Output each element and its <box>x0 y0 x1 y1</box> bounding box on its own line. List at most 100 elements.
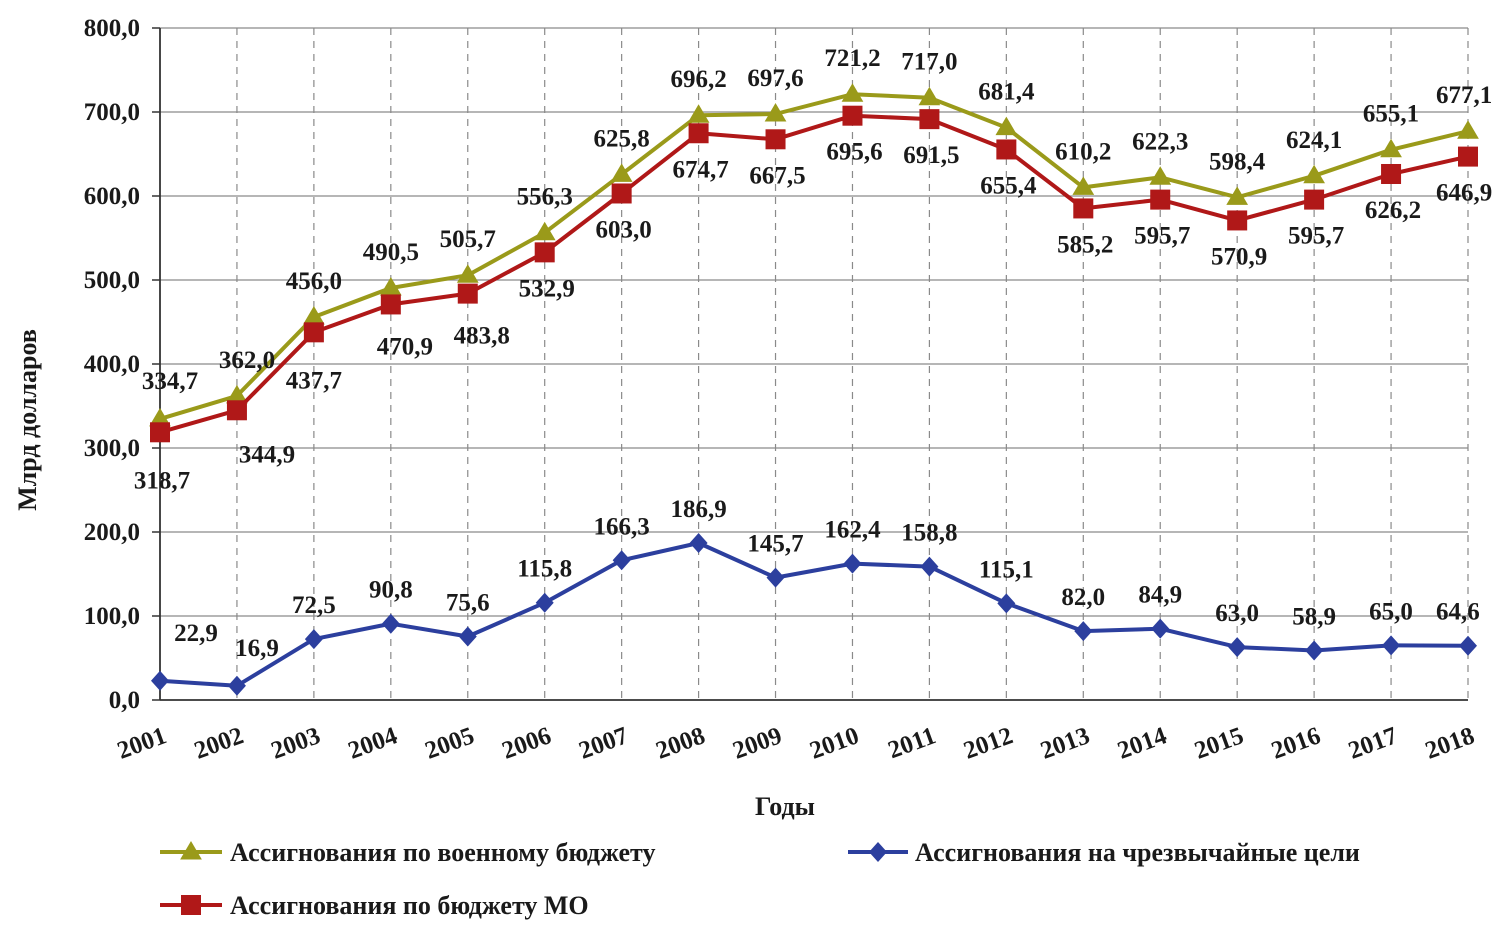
data-point-emergency <box>1074 621 1093 642</box>
data-label-emergency: 72,5 <box>292 592 336 619</box>
data-label-emergency: 158,8 <box>901 520 957 547</box>
data-label-emergency: 84,9 <box>1138 582 1182 609</box>
data-point-emergency <box>920 556 939 577</box>
data-label-mo: 483,8 <box>454 323 510 350</box>
y-tick-label: 600,0 <box>84 183 140 210</box>
x-tick-label: 2015 <box>1191 722 1247 764</box>
data-point-mo <box>1073 198 1094 219</box>
series-military <box>149 83 1479 427</box>
data-point-emergency <box>1459 635 1477 656</box>
legend-marker-military <box>180 841 202 860</box>
data-label-emergency: 64,6 <box>1436 599 1480 626</box>
data-label-military: 598,4 <box>1209 148 1266 175</box>
data-point-mo <box>226 400 247 421</box>
y-tick-label: 500,0 <box>84 267 140 294</box>
data-label-mo: 646,9 <box>1436 180 1492 207</box>
data-point-mo <box>380 294 401 315</box>
x-tick-label: 2002 <box>191 722 247 764</box>
data-point-emergency <box>689 533 708 554</box>
data-point-mo <box>457 283 478 304</box>
data-label-emergency: 166,3 <box>594 513 650 540</box>
data-label-mo: 470,9 <box>377 333 433 360</box>
data-label-mo: 532,9 <box>519 275 575 302</box>
data-point-mo <box>303 322 324 343</box>
legend-marker-emergency <box>869 842 887 862</box>
x-tick-label: 2001 <box>114 722 170 764</box>
data-point-military <box>1149 166 1172 185</box>
series-line-military <box>159 92 1469 421</box>
data-label-emergency: 16,9 <box>235 635 279 662</box>
data-label-military: 696,2 <box>670 66 726 93</box>
data-label-military: 334,7 <box>142 368 198 395</box>
data-point-mo <box>1227 210 1248 231</box>
data-point-emergency <box>612 550 631 571</box>
legend-label-emergency: Ассигнования на чрезвычайные цели <box>915 838 1360 867</box>
data-label-military: 677,1 <box>1436 82 1492 109</box>
data-label-mo: 437,7 <box>286 367 342 394</box>
x-tick-label: 2003 <box>268 722 324 764</box>
y-tick-label: 100,0 <box>84 603 140 630</box>
data-label-military: 610,2 <box>1055 138 1111 165</box>
data-point-mo <box>842 105 863 126</box>
data-label-mo: 318,7 <box>134 467 190 494</box>
data-label-military: 697,6 <box>747 65 803 92</box>
data-point-military <box>1457 120 1479 139</box>
data-label-military: 505,7 <box>440 226 496 253</box>
data-point-military <box>995 116 1018 136</box>
data-label-mo: 603,0 <box>596 216 652 243</box>
data-point-mo <box>150 422 170 443</box>
series-line-emergency <box>159 541 1469 688</box>
data-label-military: 622,3 <box>1132 128 1188 155</box>
data-point-emergency <box>1382 635 1401 656</box>
data-label-military: 490,5 <box>363 239 419 266</box>
x-tick-label: 2010 <box>806 722 862 764</box>
data-label-military: 456,0 <box>286 268 342 295</box>
legend-marker-mo <box>181 895 201 915</box>
data-point-mo <box>1304 189 1325 210</box>
data-label-mo: 695,6 <box>826 139 882 166</box>
data-point-emergency <box>227 675 246 696</box>
data-label-emergency: 82,0 <box>1061 584 1105 611</box>
data-label-emergency: 75,6 <box>446 589 490 616</box>
data-label-mo: 585,2 <box>1057 231 1113 258</box>
legend-label-military: Ассигнования по военному бюджету <box>230 838 655 867</box>
x-tick-label: 2006 <box>499 722 555 764</box>
x-axis-title: Годы <box>755 792 815 821</box>
data-label-mo: 667,5 <box>749 162 805 189</box>
data-label-mo: 344,9 <box>239 441 295 468</box>
data-point-military <box>841 83 864 102</box>
data-point-military <box>1226 186 1249 205</box>
data-label-emergency: 58,9 <box>1292 604 1336 631</box>
data-point-emergency <box>1228 637 1247 658</box>
x-tick-label: 2008 <box>652 722 708 764</box>
grid <box>160 27 1469 700</box>
x-tick-label: 2004 <box>345 722 402 765</box>
y-axis-title: Млрд долларов <box>13 329 42 511</box>
data-label-mo: 595,7 <box>1288 223 1344 250</box>
data-point-emergency <box>843 553 862 574</box>
data-point-military <box>533 221 556 241</box>
x-tick-label: 2013 <box>1037 722 1093 764</box>
legend-marker-shape <box>180 841 202 860</box>
data-point-emergency <box>535 592 554 613</box>
legend-item-military: Ассигнования по военному бюджету <box>160 838 655 867</box>
data-label-emergency: 115,1 <box>979 556 1034 583</box>
data-label-emergency: 145,7 <box>747 531 803 558</box>
data-point-military <box>1303 164 1325 184</box>
data-label-military: 625,8 <box>594 125 650 152</box>
data-point-mo <box>919 109 940 130</box>
x-tick-label: 2014 <box>1114 722 1171 765</box>
data-label-emergency: 115,8 <box>517 556 572 583</box>
data-point-emergency <box>1305 640 1324 661</box>
data-point-military <box>1380 138 1402 158</box>
data-label-military: 717,0 <box>901 49 957 76</box>
data-label-military: 721,2 <box>824 45 880 72</box>
data-label-emergency: 63,0 <box>1215 600 1259 627</box>
data-point-military <box>1072 176 1095 195</box>
data-point-emergency <box>304 629 323 650</box>
legend: Ассигнования по военному бюджету Ассигно… <box>160 838 1360 920</box>
y-tick-label: 300,0 <box>84 435 140 462</box>
data-point-mo <box>765 129 786 150</box>
data-label-emergency: 162,4 <box>824 517 881 544</box>
